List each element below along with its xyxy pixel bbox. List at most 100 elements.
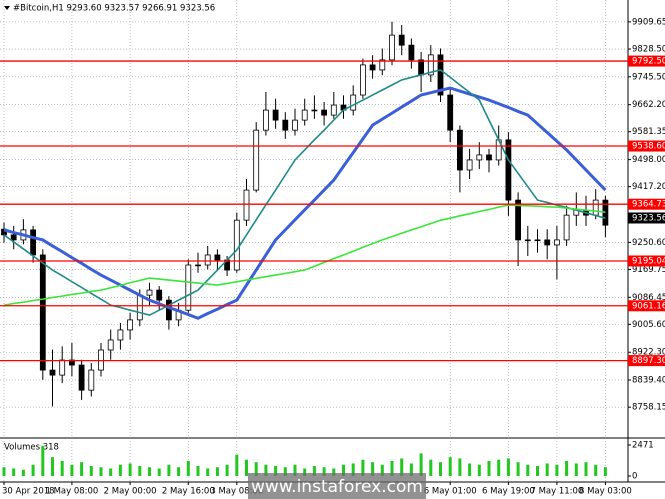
volume-bar bbox=[400, 458, 404, 476]
volume-bar bbox=[574, 463, 578, 476]
volume-bar bbox=[342, 464, 345, 476]
candle-body bbox=[476, 154, 483, 161]
level-label: 9195.04 bbox=[632, 256, 665, 266]
candle-body bbox=[379, 59, 386, 71]
candle-body bbox=[30, 229, 37, 256]
volume-bar bbox=[380, 464, 384, 476]
y-tick-label: 2471 bbox=[632, 441, 654, 451]
candle-body bbox=[505, 139, 512, 201]
x-tick-label: 6 May 19:00 bbox=[482, 487, 535, 497]
volume-bar bbox=[555, 464, 559, 476]
candle-body bbox=[253, 129, 260, 191]
volume-bar bbox=[2, 467, 6, 476]
candle-body bbox=[195, 264, 201, 267]
y-tick-label: 9417.20 bbox=[632, 182, 665, 192]
volume-bar bbox=[31, 464, 35, 476]
candle-body bbox=[330, 104, 337, 116]
volume-title: Volumes 318 bbox=[4, 443, 59, 453]
candle-body bbox=[146, 289, 153, 296]
candle-body bbox=[127, 319, 133, 331]
x-tick-label: 3 May 08:00 bbox=[210, 487, 263, 497]
candle-body bbox=[301, 109, 308, 121]
watermark: www.instaforex.com bbox=[251, 477, 423, 497]
candle-body bbox=[398, 34, 405, 46]
candle-body bbox=[524, 239, 531, 242]
volume-bar bbox=[80, 462, 84, 476]
candle-body bbox=[350, 94, 357, 111]
volume-bar bbox=[12, 468, 16, 476]
volume-bar bbox=[448, 457, 452, 476]
chart-title: #Bitcoin,H1 9293.60 9323.57 9266.91 9323… bbox=[13, 4, 215, 14]
candle-body bbox=[447, 94, 454, 131]
moving-average bbox=[3, 204, 606, 306]
candle-body bbox=[359, 64, 366, 96]
y-tick-label: 9828.50 bbox=[632, 45, 665, 55]
volume-bar bbox=[89, 465, 93, 476]
y-tick-label: 9169.75 bbox=[632, 265, 665, 275]
candle-body bbox=[39, 254, 46, 371]
y-tick-label: 8839.40 bbox=[632, 375, 665, 385]
candle-body bbox=[117, 329, 124, 341]
volume-bar bbox=[264, 464, 268, 476]
candle-body bbox=[59, 359, 66, 376]
candle-body bbox=[107, 339, 114, 351]
candle-body bbox=[262, 109, 269, 131]
level-label: 9538.60 bbox=[632, 142, 665, 152]
volume-bar bbox=[235, 454, 239, 476]
volume-bar bbox=[419, 453, 423, 476]
y-tick-label: 9498.00 bbox=[632, 155, 665, 165]
candle-body bbox=[408, 44, 415, 61]
candle-body bbox=[466, 159, 473, 171]
candle-body bbox=[214, 254, 221, 261]
candle-body bbox=[233, 219, 240, 271]
candle-body bbox=[243, 189, 250, 221]
candle-body bbox=[282, 119, 289, 131]
candle-body bbox=[272, 109, 279, 121]
volume-bar bbox=[536, 465, 539, 476]
x-tick-label: 30 Apr 2018 bbox=[2, 487, 55, 497]
level-label: 9061.16 bbox=[632, 301, 665, 311]
volume-bar bbox=[148, 467, 151, 476]
last-price-label: 9323.56 bbox=[632, 213, 665, 223]
volume-bar bbox=[118, 464, 122, 476]
candle-body bbox=[321, 109, 328, 116]
volume-bar bbox=[274, 465, 278, 476]
volume-bar bbox=[215, 467, 219, 476]
volume-bar bbox=[254, 462, 258, 476]
volume-bar bbox=[351, 463, 355, 476]
volume-bar bbox=[506, 458, 510, 476]
volume-bar bbox=[283, 467, 287, 476]
volume-bar bbox=[332, 468, 336, 476]
candle-body bbox=[592, 199, 599, 216]
volume-bar bbox=[526, 464, 530, 476]
candle-body bbox=[204, 254, 211, 266]
candle-body bbox=[156, 289, 163, 301]
y-tick-label: 8922.30 bbox=[632, 348, 665, 358]
x-tick-label: 2 May 16:00 bbox=[162, 487, 215, 497]
candle-body bbox=[544, 239, 551, 246]
volume-bar bbox=[51, 457, 54, 476]
moving-average bbox=[3, 86, 607, 320]
level-label-box bbox=[628, 355, 665, 367]
volume-bar bbox=[70, 464, 74, 476]
volume-bar bbox=[497, 459, 501, 476]
x-tick-label: 6 May 01:00 bbox=[424, 487, 477, 497]
volume-bar bbox=[322, 467, 326, 476]
volume-bar bbox=[99, 467, 103, 476]
level-label-box bbox=[628, 140, 665, 152]
volume-bar bbox=[516, 462, 520, 476]
x-tick-label: 1 May 08:00 bbox=[45, 487, 98, 497]
level-label: 9792.50 bbox=[632, 57, 665, 67]
volume-bar bbox=[487, 460, 491, 476]
level-label-box bbox=[628, 255, 665, 267]
volume-bar bbox=[312, 465, 316, 476]
volume-bar bbox=[167, 464, 171, 476]
volume-bar bbox=[41, 445, 45, 476]
volume-bar bbox=[186, 460, 190, 476]
candle-body bbox=[369, 64, 376, 71]
candle-body bbox=[515, 199, 521, 241]
candle-body bbox=[185, 264, 192, 311]
volume-bar bbox=[603, 467, 607, 476]
